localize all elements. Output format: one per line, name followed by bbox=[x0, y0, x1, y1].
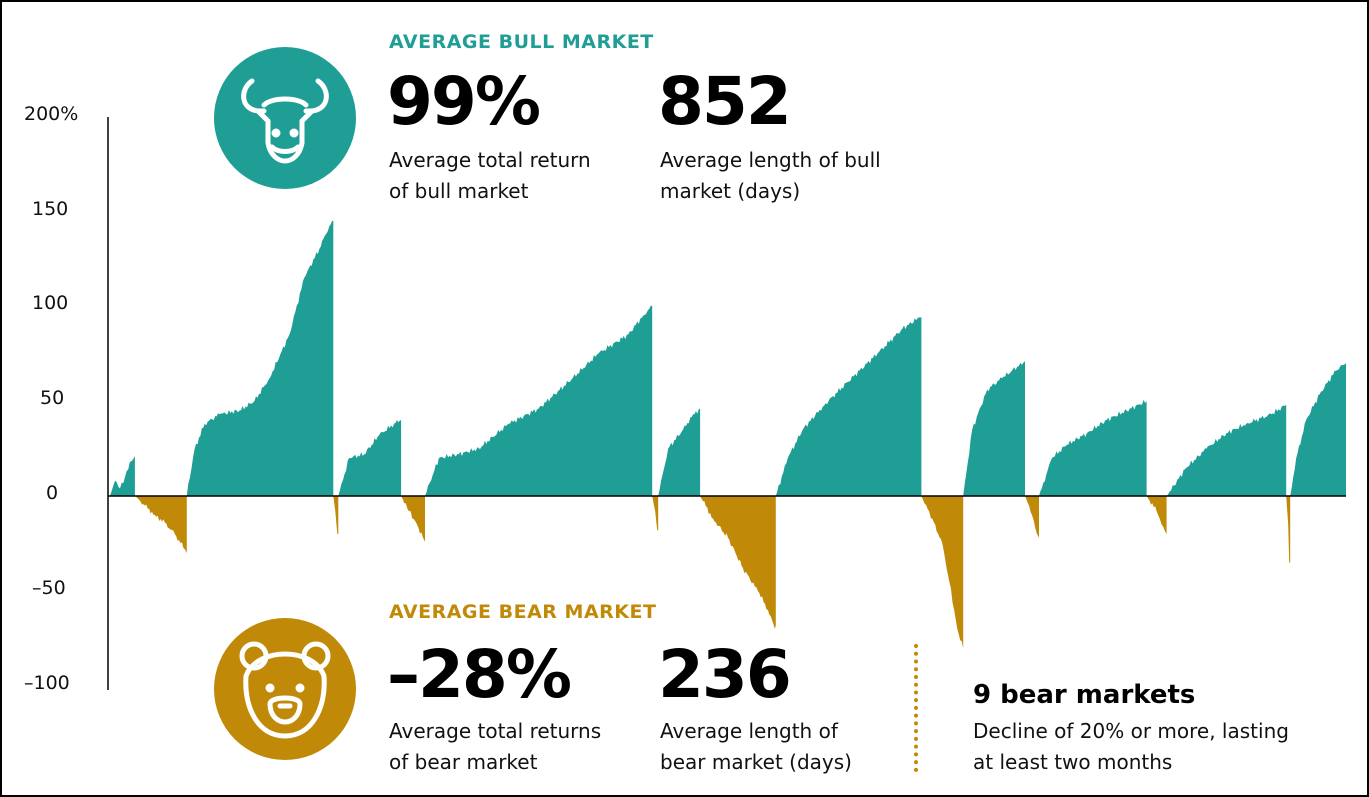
bear-market-area-13 bbox=[1025, 496, 1039, 538]
bear-length-value: 236 bbox=[658, 636, 792, 713]
bull-length-caption-line2: market (days) bbox=[660, 179, 801, 203]
bull-icon bbox=[241, 78, 329, 164]
bear-market-area-9 bbox=[700, 496, 776, 629]
bear-market-area-5 bbox=[401, 496, 425, 542]
bull-length-caption-line1: Average length of bull bbox=[660, 148, 881, 172]
note-line2: at least two months bbox=[973, 750, 1173, 774]
bull-return-caption-line2: of bull market bbox=[389, 179, 529, 203]
bull-length-value: 852 bbox=[658, 63, 792, 140]
bull-market-area-14 bbox=[1039, 399, 1147, 496]
dotted-separator bbox=[914, 644, 918, 772]
bull-header: AVERAGE BULL MARKET bbox=[389, 31, 654, 53]
note-line1: Decline of 20% or more, lasting bbox=[973, 719, 1289, 743]
bear-market-area-11 bbox=[921, 496, 964, 648]
bear-icon bbox=[239, 641, 331, 739]
y-tick-label: 0 bbox=[46, 482, 59, 504]
bear-return-caption-line2: of bear market bbox=[389, 750, 538, 774]
bear-return-caption-line1: Average total returns bbox=[389, 719, 602, 743]
bear-header: AVERAGE BEAR MARKET bbox=[389, 601, 657, 623]
bull-return-value: 99% bbox=[387, 63, 541, 140]
bear-market-area-15 bbox=[1146, 496, 1167, 534]
bear-market-area-3 bbox=[333, 496, 339, 534]
bull-market-area-10 bbox=[775, 317, 922, 496]
bull-icon-badge bbox=[214, 47, 356, 189]
bull-market-area-8 bbox=[658, 408, 701, 496]
bull-market-area-6 bbox=[425, 305, 653, 496]
y-tick-label: –50 bbox=[32, 577, 66, 599]
bear-market-area-7 bbox=[652, 496, 659, 531]
bull-market-area-12 bbox=[963, 361, 1025, 496]
bear-icon-badge bbox=[214, 618, 356, 760]
bull-market-area-18 bbox=[1290, 363, 1346, 496]
y-tick-label: 200% bbox=[24, 103, 79, 125]
bull-market-area-0 bbox=[110, 456, 135, 496]
y-tick-label: –100 bbox=[24, 672, 70, 694]
bear-market-area-17 bbox=[1286, 496, 1291, 563]
bear-length-caption-line2: bear market (days) bbox=[660, 750, 852, 774]
y-tick-label: 150 bbox=[32, 198, 69, 220]
bull-market-area-4 bbox=[338, 420, 402, 496]
bear-return-value: –28% bbox=[387, 636, 572, 713]
bear-length-caption-line1: Average length of bbox=[660, 719, 838, 743]
bull-market-area-16 bbox=[1166, 404, 1287, 496]
note-title: 9 bear markets bbox=[973, 680, 1196, 710]
bull-market-area-2 bbox=[186, 220, 334, 496]
bull-return-caption-line1: Average total return bbox=[389, 148, 591, 172]
y-tick-label: 50 bbox=[40, 387, 65, 409]
y-tick-label: 100 bbox=[32, 292, 69, 314]
bear-market-area-1 bbox=[134, 496, 187, 553]
